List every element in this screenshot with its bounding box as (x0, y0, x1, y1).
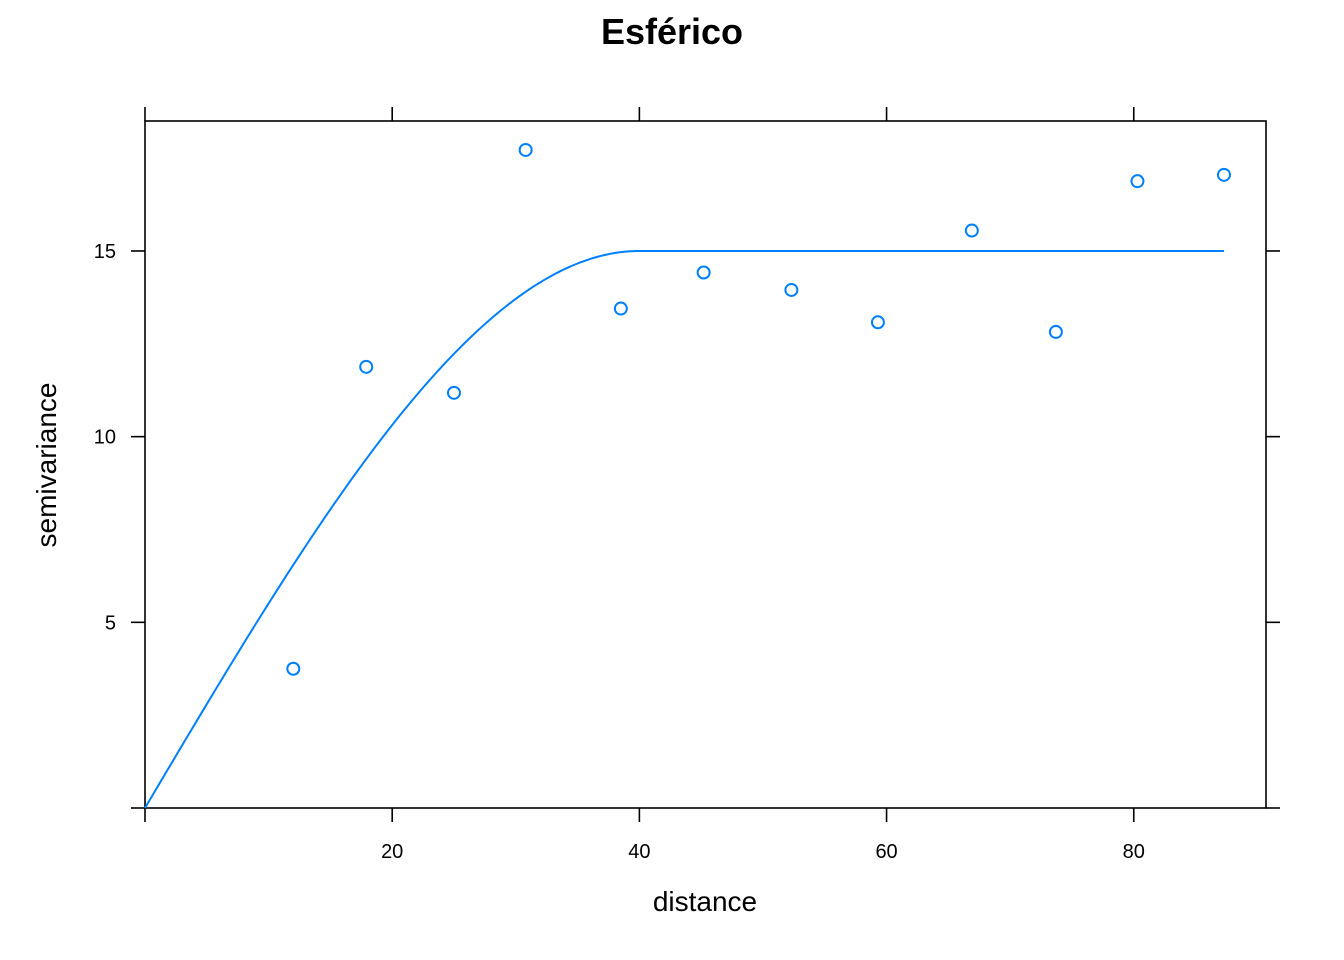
data-point (870, 315, 885, 330)
data-point (696, 265, 711, 280)
data-point (1216, 167, 1231, 182)
x-axis-bottom: 20 40 60 80 (144, 808, 1145, 863)
plot-frame (144, 120, 1267, 809)
x-axis-label: distance (653, 886, 757, 917)
data-point (964, 223, 979, 238)
data-point (784, 282, 799, 297)
data-point (1048, 324, 1063, 339)
x-tick-label: 20 (381, 841, 403, 863)
data-points (286, 142, 1231, 676)
y-axis-left: 5 10 15 (94, 241, 145, 809)
y-axis-right (1266, 250, 1280, 809)
y-tick-label: 5 (105, 612, 116, 634)
data-point (286, 661, 301, 676)
y-axis-label: semivariance (31, 383, 62, 548)
data-point (613, 301, 628, 316)
x-tick-label: 80 (1123, 841, 1145, 863)
data-point (518, 142, 533, 157)
data-point (359, 359, 374, 374)
data-point (1130, 174, 1145, 189)
y-tick-label: 15 (94, 241, 116, 263)
x-tick-label: 60 (875, 841, 897, 863)
data-point (446, 385, 461, 400)
x-axis-top (144, 107, 1135, 121)
y-tick-label: 10 (94, 427, 116, 449)
spherical-model-line (144, 249, 1224, 809)
chart-title: Esférico (601, 11, 743, 52)
x-tick-label: 40 (628, 841, 650, 863)
